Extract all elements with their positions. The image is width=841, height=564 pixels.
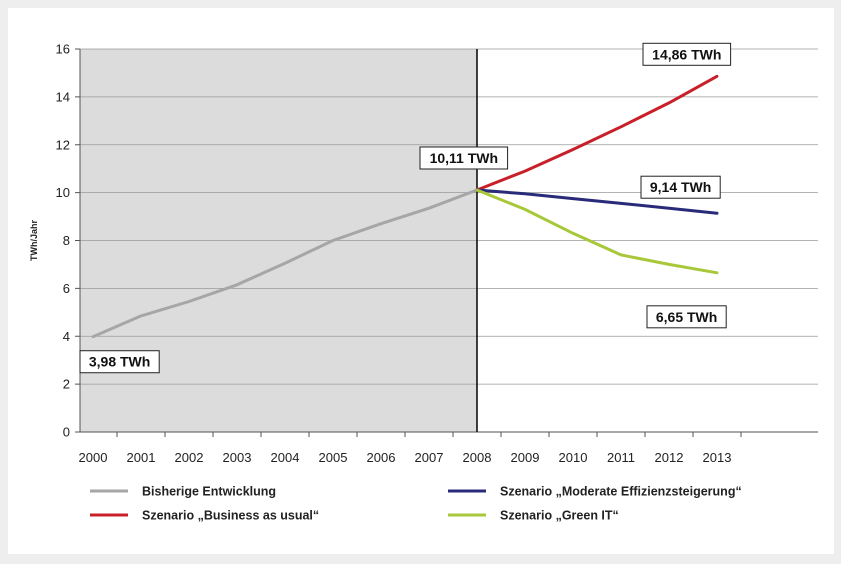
legend: Bisherige Entwicklung Szenario „Business …	[90, 485, 742, 523]
x-tick-label: 2013	[703, 450, 732, 465]
legend-item: Szenario „Green IT“	[448, 509, 619, 523]
x-tick-label: 2002	[175, 450, 204, 465]
legend-label: Szenario „Green IT“	[500, 509, 619, 523]
annotation-box	[79, 350, 160, 374]
legend-item: Bisherige Entwicklung	[90, 485, 276, 499]
annotation-3: 14,86 TWh	[642, 42, 732, 66]
y-tick-label: 12	[56, 137, 70, 152]
y-tick-label: 0	[63, 425, 70, 440]
y-tick-label: 8	[63, 233, 70, 248]
annotation-label: 10,11 TWh	[430, 150, 498, 166]
series-line-4	[475, 188, 719, 275]
x-tick-label: 2009	[511, 450, 540, 465]
y-tick-label: 16	[56, 42, 70, 57]
annotation-label: 14,86 TWh	[652, 46, 721, 62]
x-tick-label: 2001	[127, 450, 156, 465]
annotation-label: 9,14 TWh	[650, 179, 711, 195]
legend-item: Szenario „Business as usual“	[90, 509, 319, 523]
y-tick-label: 10	[56, 185, 70, 200]
legend-label: Szenario „Business as usual“	[142, 509, 319, 523]
annotation-box	[419, 146, 509, 170]
annotation-label: 3,98 TWh	[89, 354, 150, 370]
x-tick-label: 2007	[415, 450, 444, 465]
annotation-box	[642, 42, 732, 66]
x-tick-label: 2011	[607, 450, 635, 465]
legend-label: Szenario „Moderate Effizienzsteigerung“	[500, 485, 742, 499]
legend-item: Szenario „Moderate Effizienzsteigerung“	[448, 485, 742, 499]
y-tick-label: 14	[56, 89, 70, 104]
y-tick-label: 4	[63, 329, 70, 344]
x-tick-label: 2005	[319, 450, 348, 465]
series-line-1	[91, 188, 479, 339]
annotation-1: 3,98 TWh	[79, 350, 160, 374]
x-tick-label: 2003	[223, 450, 252, 465]
x-tick-label: 2008	[463, 450, 492, 465]
x-tick-label: 2004	[271, 450, 300, 465]
x-tick-label: 2006	[367, 450, 396, 465]
annotation-5: 6,65 TWh	[646, 305, 727, 329]
series-line-2	[475, 74, 719, 192]
annotation-2: 10,11 TWh	[419, 146, 509, 170]
y-tick-label: 6	[63, 281, 70, 296]
series-line-3	[475, 188, 719, 215]
x-tick-label: 2010	[559, 450, 588, 465]
annotation-box	[640, 175, 721, 199]
y-tick-label: 2	[63, 377, 70, 392]
legend-label: Bisherige Entwicklung	[142, 485, 276, 499]
annotation-box	[646, 305, 727, 329]
annotation-label: 6,65 TWh	[656, 309, 717, 325]
x-tick-label: 2000	[79, 450, 108, 465]
annotation-4: 9,14 TWh	[640, 175, 721, 199]
x-tick-label: 2012	[655, 450, 684, 465]
y-axis-label: TWh/Jahr	[29, 220, 39, 261]
